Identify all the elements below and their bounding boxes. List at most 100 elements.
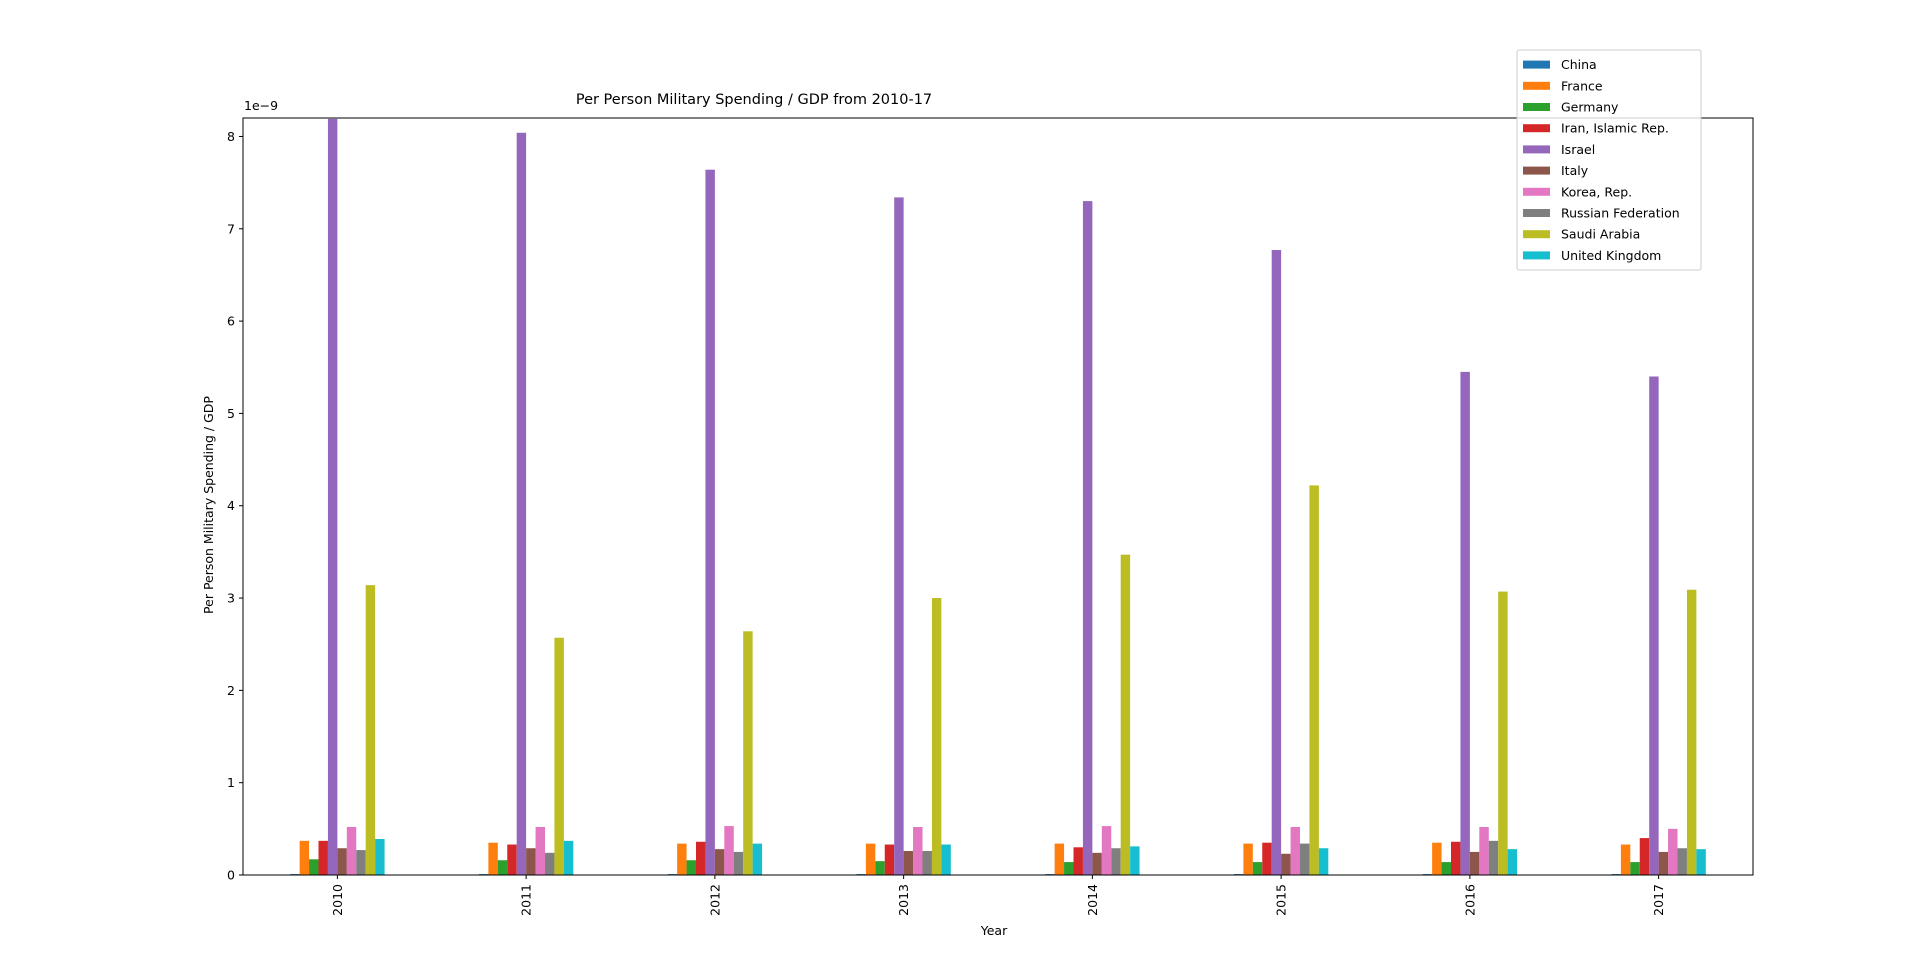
bar	[903, 851, 914, 875]
bar	[714, 849, 725, 875]
legend-swatch	[1523, 187, 1550, 196]
bar	[1507, 849, 1518, 875]
bar	[686, 860, 696, 875]
y-tick-label: 4	[227, 498, 235, 513]
bars-layer	[290, 118, 1706, 876]
x-tick-label: 2011	[519, 884, 534, 916]
bar	[696, 841, 706, 875]
bar	[1441, 862, 1451, 875]
legend-swatch	[1523, 145, 1550, 154]
bar	[1064, 862, 1074, 875]
bar	[1111, 848, 1121, 875]
y-ticks: 0 1 2 3 4 5 6 7 8	[227, 129, 243, 883]
bar	[497, 860, 508, 875]
legend-label: Germany	[1561, 100, 1619, 115]
legend-swatch	[1523, 251, 1550, 260]
legend-label: Korea, Rep.	[1561, 184, 1632, 199]
bar	[1082, 201, 1093, 876]
bar	[535, 827, 545, 875]
y-tick-label: 7	[227, 221, 235, 236]
plot-frame	[242, 117, 1754, 876]
bar	[545, 852, 555, 875]
bar	[526, 848, 536, 875]
bar	[1488, 840, 1499, 875]
bar	[507, 844, 517, 875]
y-tick-label: 0	[227, 868, 235, 883]
bar	[1469, 851, 1480, 875]
bar	[875, 861, 885, 875]
bar	[1432, 842, 1442, 875]
bar	[752, 843, 763, 875]
bar	[1252, 862, 1263, 875]
bar	[705, 169, 715, 875]
x-tick-label: 2010	[330, 884, 345, 916]
bar	[677, 843, 687, 875]
bar	[1271, 250, 1282, 875]
bar	[318, 840, 328, 875]
bar	[1073, 847, 1083, 875]
bar	[1677, 848, 1687, 875]
bar	[724, 826, 734, 875]
bar	[913, 827, 923, 875]
x-tick-label: 2014	[1085, 884, 1100, 916]
x-ticks: 2010 2011 2012 2013 2014 2015 2016 2017	[330, 875, 1666, 916]
bar	[1620, 844, 1631, 875]
bar	[327, 118, 338, 876]
legend-label: China	[1561, 57, 1597, 72]
bar	[554, 637, 564, 875]
bar	[733, 851, 744, 875]
bar	[356, 850, 366, 875]
bar	[1668, 828, 1678, 875]
bar	[1658, 851, 1669, 875]
legend-swatch	[1523, 166, 1550, 175]
legend-swatch	[1523, 209, 1550, 217]
x-axis-label: Year	[980, 923, 1008, 938]
y-offset-label: 1e−9	[244, 98, 278, 113]
bar	[516, 132, 527, 875]
x-tick-label: 2015	[1274, 884, 1289, 916]
bar	[1092, 852, 1102, 875]
bar	[941, 844, 951, 875]
legend-swatch	[1523, 60, 1550, 69]
bar	[1318, 848, 1329, 875]
bar	[1101, 826, 1112, 875]
bar	[931, 598, 942, 875]
x-tick-label: 2016	[1462, 884, 1477, 916]
legend-label: Russian Federation	[1561, 206, 1680, 221]
bar	[1262, 842, 1272, 875]
bar	[1649, 376, 1659, 875]
bar	[1300, 843, 1310, 875]
bar	[563, 840, 574, 875]
y-axis-label: Per Person Military Spending / GDP	[201, 396, 216, 614]
y-tick-label: 5	[227, 406, 235, 421]
bar	[1498, 591, 1508, 875]
bar	[375, 839, 385, 875]
bar	[488, 842, 498, 875]
bar	[1479, 827, 1489, 875]
bar	[1686, 589, 1697, 875]
y-tick-label: 3	[227, 591, 235, 606]
bar	[1451, 841, 1461, 875]
legend-label: Iran, Islamic Rep.	[1561, 121, 1669, 136]
legend: China France Germany Iran, Islamic Rep. Isra…	[1516, 49, 1702, 271]
bar	[894, 197, 904, 875]
bar	[922, 851, 932, 875]
bar	[1130, 846, 1140, 875]
bar	[743, 631, 753, 875]
legend-frame	[1516, 49, 1702, 271]
y-tick-label: 8	[227, 129, 235, 144]
bar	[1120, 554, 1131, 875]
bar	[1460, 371, 1470, 875]
bar	[1281, 853, 1291, 875]
y-tick-label: 2	[227, 683, 235, 698]
legend-label: France	[1561, 78, 1603, 93]
x-tick-label: 2013	[896, 884, 911, 916]
bar	[1243, 843, 1253, 875]
y-tick-label: 1	[227, 775, 235, 790]
bar	[365, 585, 376, 875]
legend-swatch	[1523, 103, 1550, 111]
y-tick-label: 6	[227, 314, 235, 329]
bar	[346, 827, 357, 875]
legend-label: Israel	[1561, 142, 1595, 157]
